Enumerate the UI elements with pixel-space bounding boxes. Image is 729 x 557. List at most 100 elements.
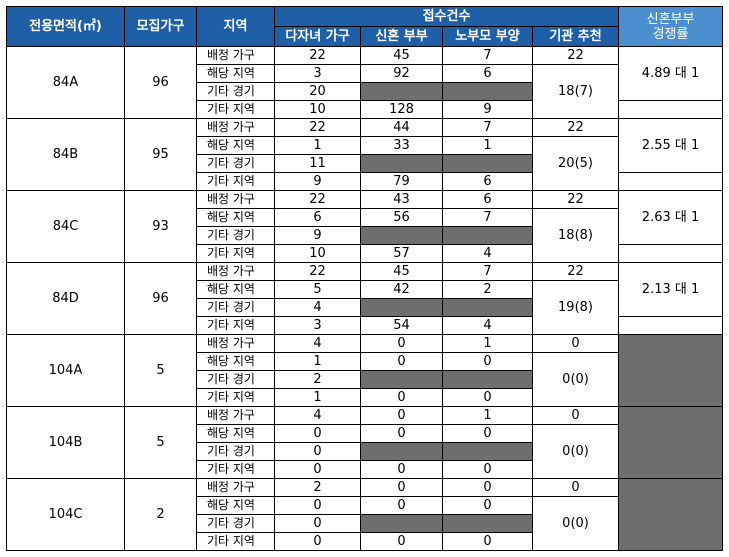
count-cell: 0 [360,334,443,353]
count-cell: 6 [442,64,533,83]
count-cell: 0 [274,496,361,515]
count-cell: 1 [274,136,361,155]
blank-cell [360,370,443,389]
blank-cell [618,334,724,407]
header-units: 모집가구 [124,6,197,47]
count-cell: 0 [274,424,361,443]
region-cell: 배정 가구 [196,262,275,281]
blank-cell [442,514,533,533]
header-rate-line: 신혼부부 [646,11,695,27]
table-row: 기타 지역 9 79 6 [7,172,724,191]
region-cell: 기타 경기 [196,82,275,101]
count-cell: 10 [274,100,361,119]
header-sub: 다자녀 가구 [274,26,361,47]
area-cell: 104C [6,478,125,551]
agency-cell: 0 [531,406,620,425]
count-cell: 7 [442,208,533,227]
region-cell: 배정 가구 [196,478,275,497]
agency-cell: 0 [531,334,620,353]
agency-cell: 20(5) [531,136,620,191]
table-row: 기타 지역 10 128 9 [7,100,724,119]
region-cell: 배정 가구 [196,46,275,65]
count-cell: 3 [274,64,361,83]
count-cell: 4 [442,244,533,263]
count-cell: 1 [442,406,533,425]
header-region: 지역 [196,6,275,47]
blank-cell [618,316,724,335]
blank-cell [442,154,533,173]
area-cell: 84B [6,118,125,191]
table-row: 기타 지역 0 0 0 [7,532,723,551]
region-cell: 해당 지역 [196,424,275,443]
agency-cell: 22 [531,262,620,281]
count-cell: 0 [360,388,443,407]
count-cell: 5 [274,280,361,299]
count-cell: 0 [442,388,533,407]
count-cell: 42 [360,280,443,299]
count-cell: 0 [360,352,443,371]
count-cell: 0 [274,442,361,461]
count-cell: 0 [274,532,361,551]
table-row: 해당 지역 0 0 0 0(0) [7,424,723,479]
region-cell: 기타 경기 [196,298,275,317]
count-cell: 7 [442,262,533,281]
count-cell: 4 [274,406,361,425]
blank-cell [442,82,533,101]
count-cell: 7 [442,46,533,65]
count-cell: 79 [360,172,443,191]
agency-cell: 22 [531,190,620,209]
count-cell: 22 [274,46,361,65]
units-cell: 96 [124,46,197,119]
count-cell: 11 [274,154,361,173]
count-cell: 128 [360,100,443,119]
count-cell: 57 [360,244,443,263]
count-cell: 43 [360,190,443,209]
region-cell: 기타 경기 [196,226,275,245]
agency-cell: 0(0) [531,352,620,407]
table-row: 104A 5 배정 가구 4 0 1 0 [6,334,724,407]
blank-cell [442,298,533,317]
table-row: 84A 96 배정 가구 22 45 7 22 4.89 대 1 [6,46,724,119]
agency-cell: 19(8) [531,280,620,335]
region-cell: 배정 가구 [196,334,275,353]
header-rate-line: 경쟁률 [652,26,689,42]
table-row: 기타 경기 4 [7,298,723,317]
count-cell: 9 [274,172,361,191]
agency-cell: 0(0) [531,496,620,551]
count-cell: 6 [442,190,533,209]
count-cell: 0 [274,460,361,479]
region-cell: 기타 경기 [196,154,275,173]
units-cell: 95 [124,118,197,191]
count-cell: 0 [360,406,443,425]
count-cell: 0 [442,424,533,443]
count-cell: 1 [442,334,533,353]
units-cell: 2 [124,478,197,551]
header-rate: 신혼부부 경쟁률 [618,6,724,47]
blank-cell [442,442,533,461]
table-row: 기타 지역 10 57 4 [7,244,724,263]
region-cell: 기타 지역 [196,460,275,479]
header-sub: 기관 추천 [531,26,620,47]
header-sub: 노부모 부양 [442,26,533,47]
agency-cell: 18(8) [531,208,620,263]
table-body: 84A 96 배정 가구 22 45 7 22 4.89 대 1 해당 지역 3 92 6 18(7) 기… [6,46,724,551]
count-cell: 7 [442,118,533,137]
region-cell: 배정 가구 [196,118,275,137]
region-cell: 기타 지역 [196,316,275,335]
count-cell: 44 [360,118,443,137]
agency-cell: 0(0) [531,424,620,479]
region-cell: 기타 경기 [196,370,275,389]
count-cell: 0 [442,460,533,479]
count-cell: 0 [360,496,443,515]
count-cell: 0 [442,532,533,551]
count-cell: 0 [360,424,443,443]
table-row: 해당 지역 6 56 7 18(8) [7,208,723,263]
header-applications: 접수건수 [273,6,620,27]
table-row: 해당 지역 5 42 2 19(8) [7,280,723,335]
count-cell: 45 [360,46,443,65]
count-cell: 2 [274,370,361,389]
blank-cell [618,244,724,263]
region-cell: 해당 지역 [196,496,275,515]
region-cell: 해당 지역 [196,352,275,371]
